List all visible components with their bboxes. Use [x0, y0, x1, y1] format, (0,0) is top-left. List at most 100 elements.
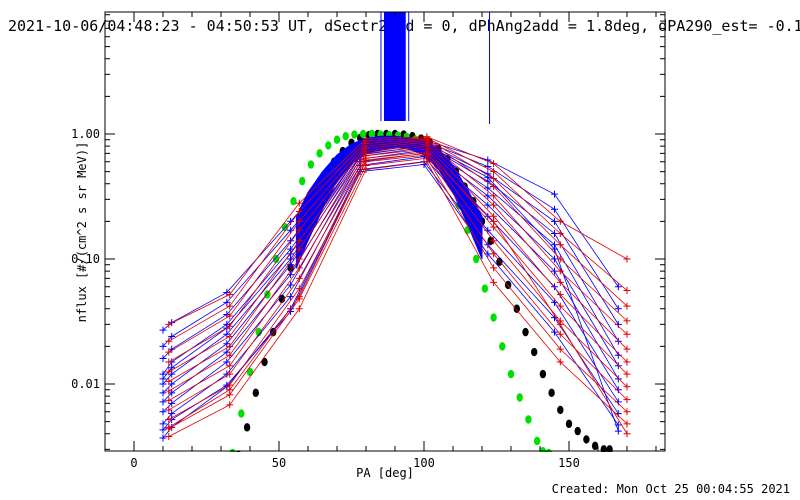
- series-marker: [623, 383, 631, 391]
- x-tick-label: 0: [130, 456, 137, 470]
- series-line: [168, 138, 628, 353]
- series-marker: [226, 401, 234, 409]
- series-dot: [255, 327, 262, 337]
- series-marker: [295, 237, 303, 245]
- series-marker: [165, 368, 173, 376]
- series-dot: [606, 445, 613, 452]
- series-dot: [368, 129, 375, 139]
- series-green-fit: [229, 129, 552, 452]
- series-marker: [226, 322, 234, 330]
- series-marker: [165, 406, 173, 414]
- y-axis: 1.00 0.10 0.01: [71, 14, 665, 450]
- series-marker: [556, 267, 564, 275]
- series-dot: [548, 388, 555, 398]
- series-marker: [623, 255, 631, 263]
- series-marker: [223, 358, 231, 366]
- series-dot: [252, 388, 259, 398]
- series-marker: [623, 396, 631, 404]
- series-dot: [246, 367, 254, 377]
- series-dot: [574, 426, 581, 436]
- series-marker: [159, 342, 167, 350]
- series-marker: [614, 386, 622, 394]
- series-marker: [226, 312, 234, 320]
- series-marker: [551, 190, 558, 198]
- series-marker: [614, 283, 622, 291]
- series-line: [162, 161, 619, 439]
- series-line: [168, 161, 628, 437]
- series-blue-8: [159, 143, 622, 397]
- series-marker: [287, 250, 295, 258]
- series-marker: [614, 398, 622, 406]
- series-marker: [614, 375, 622, 383]
- series-marker: [165, 396, 173, 404]
- series-marker: [223, 310, 231, 318]
- y-axis-label: nflux [#/(cm^2 s sr MeV)]: [75, 142, 89, 323]
- series-marker: [556, 358, 564, 366]
- series-marker: [165, 433, 173, 441]
- series-marker: [159, 408, 167, 416]
- x-axis-label: PA [deg]: [356, 466, 414, 480]
- series-marker: [490, 278, 498, 286]
- series-marker: [623, 430, 631, 438]
- series-marker: [226, 386, 234, 394]
- series-dot: [473, 254, 480, 264]
- series-line: [162, 145, 619, 385]
- series-marker: [362, 156, 370, 164]
- series-dot: [316, 149, 323, 158]
- series-dot: [261, 357, 268, 367]
- series-marker: [490, 192, 498, 200]
- series-marker: [223, 298, 231, 306]
- series-red-27: [165, 149, 631, 438]
- series-dot: [243, 423, 251, 432]
- series-blue-7: [159, 142, 622, 388]
- series-dot: [351, 130, 358, 139]
- series-marker: [226, 291, 234, 298]
- series-line: [162, 156, 619, 425]
- y-tick-label: 0.01: [71, 377, 100, 391]
- series-dot: [507, 369, 515, 379]
- series-marker: [623, 302, 631, 310]
- series-marker: [623, 330, 631, 338]
- series-marker: [362, 166, 370, 173]
- series-marker: [295, 255, 303, 263]
- series-marker: [614, 427, 622, 435]
- series-red-26: [165, 158, 631, 441]
- series-marker: [226, 342, 234, 350]
- series-marker: [165, 377, 173, 385]
- series-dot: [229, 448, 236, 452]
- series-marker: [159, 420, 167, 428]
- series-marker: [287, 237, 295, 245]
- series-marker: [295, 217, 303, 225]
- series-dot: [481, 284, 489, 293]
- series-marker: [556, 217, 564, 225]
- series-marker: [226, 351, 234, 359]
- series-marker: [556, 291, 564, 298]
- series-dot: [531, 347, 538, 357]
- series-marker: [623, 358, 631, 366]
- series-dot: [325, 141, 332, 150]
- series-line: [168, 141, 628, 373]
- series-marker: [226, 370, 234, 378]
- series-marker: [159, 326, 167, 334]
- series-marker: [623, 286, 631, 294]
- series-marker: [295, 293, 303, 301]
- series-marker: [551, 283, 558, 291]
- series-marker: [623, 345, 631, 353]
- series-line: [168, 136, 628, 325]
- series-dot: [513, 304, 520, 313]
- series-marker: [484, 184, 492, 192]
- plot-frame: [104, 11, 666, 452]
- series-marker: [556, 330, 564, 338]
- series-marker: [490, 217, 498, 225]
- series-marker: [226, 332, 234, 340]
- series-dot: [342, 132, 349, 141]
- series-marker: [165, 337, 173, 345]
- x-axis: 0 50 100 150: [104, 12, 657, 470]
- series-dot: [299, 176, 306, 186]
- series-line: [168, 145, 628, 392]
- series-marker: [165, 416, 173, 423]
- series-marker: [165, 387, 173, 395]
- series-band: [295, 135, 483, 269]
- series-line: [168, 152, 628, 434]
- series-dot: [236, 450, 241, 452]
